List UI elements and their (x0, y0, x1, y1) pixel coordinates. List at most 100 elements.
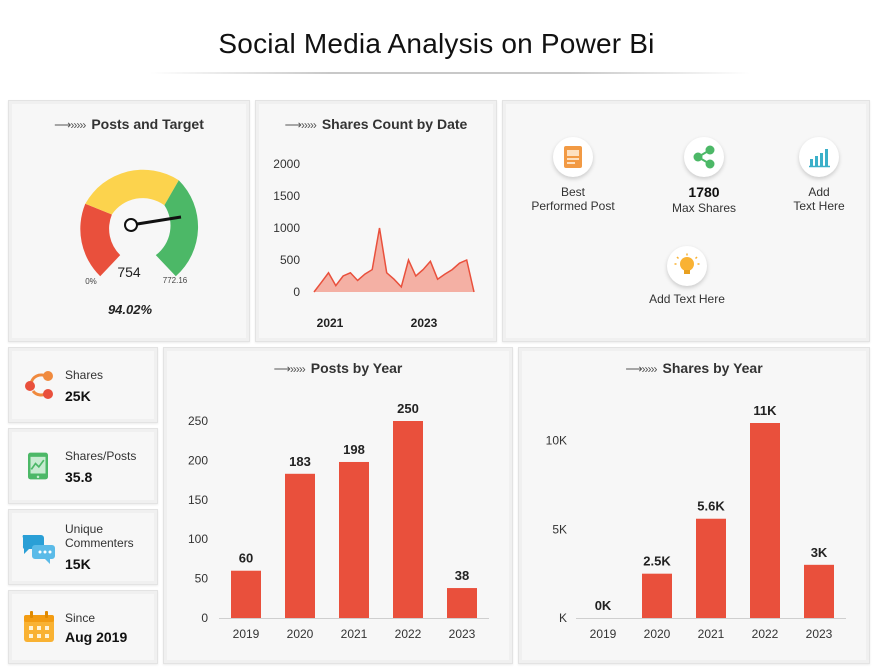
share-icon (25, 371, 53, 399)
arrow-icon: ⟶››››› (54, 118, 86, 132)
bar-value-label: 250 (397, 401, 419, 416)
posts-year-chart: 0 50 100 150 200 250 60 2019 183 2020 198 2021 250 20… (188, 401, 489, 641)
bar-value-label: 11K (753, 403, 777, 418)
kpi-card-shares-posts: Shares/Posts 35.8 (8, 428, 158, 504)
shares-date-title: Shares Count by Date (321, 116, 468, 132)
bar-value-label: 3K (811, 545, 828, 560)
y-tick-label: 0 (201, 611, 208, 625)
x-tick-label: 2023 (806, 627, 833, 641)
arrow-icon: ⟶››››› (273, 362, 306, 376)
bar (447, 588, 477, 618)
y-tick-label: 10K (546, 434, 567, 448)
best-post-label: Best Performed Post (531, 185, 615, 213)
chat-bubbles-icon (22, 535, 55, 564)
y-tick-label: 5K (552, 522, 567, 536)
y-tick-label: 50 (195, 572, 209, 586)
gauge-green-segment (155, 180, 199, 277)
y-tick-label: 500 (280, 253, 300, 267)
add-text-label-1: Add Text Here (793, 185, 845, 213)
y-tick-label: 2000 (273, 157, 300, 171)
posts-year-card: ⟶››››› Posts by Year 0 50 100 150 200 250 60 201… (163, 347, 513, 664)
gauge-chart: 754 0% 772.16 94.02% (80, 169, 199, 317)
kpi-card-since: Since Aug 2019 (8, 590, 158, 664)
shares-year-card: ⟶››››› Shares by Year K 5K 10K 0K 2019 2.5K 202… (518, 347, 870, 664)
shares-year-title: Shares by Year (662, 360, 763, 376)
x-tick-label: 2019 (590, 627, 617, 641)
max-shares-icon-circle[interactable] (684, 137, 724, 177)
lightbulb-icon (674, 253, 700, 274)
bar-value-label: 5.6K (697, 499, 725, 514)
x-tick-label: 2020 (644, 627, 671, 641)
bar (339, 461, 369, 618)
share-network-icon (693, 145, 715, 169)
gauge-yellow-segment (85, 169, 179, 215)
gauge-min-label: 0% (85, 277, 97, 286)
x-tick-label: 2021 (317, 316, 344, 330)
bar (393, 421, 423, 618)
bar (642, 573, 672, 618)
x-tick-label: 2023 (449, 627, 476, 641)
shares-year-chart: K 5K 10K 0K 2019 2.5K 2020 5.6K 2021 11K 2022 3K 202… (546, 403, 846, 641)
x-tick-label: 2022 (395, 627, 422, 641)
x-tick-label: 2020 (287, 627, 314, 641)
kpi-value: 15K (65, 556, 91, 572)
x-tick-label: 2019 (233, 627, 260, 641)
max-shares-value: 1780 (688, 184, 720, 200)
kpi-label: Shares/Posts (65, 449, 137, 463)
shares-date-card: ⟶››››› Shares Count by Date 2000 1500 100… (255, 100, 497, 342)
best-post-icon-circle[interactable] (553, 137, 593, 177)
y-tick-label: K (559, 611, 567, 625)
tablet-icon (28, 452, 48, 480)
x-tick-label: 2021 (698, 627, 725, 641)
kpi-value: 35.8 (65, 469, 93, 485)
max-shares-label: Max Shares (671, 201, 737, 215)
bar (285, 473, 315, 618)
bar-value-label: 198 (343, 442, 365, 457)
arrow-icon: ⟶››››› (284, 118, 317, 132)
posts-target-title: Posts and Target (91, 116, 204, 132)
bar-value-label: 0K (595, 598, 612, 613)
x-tick-label: 2022 (752, 627, 779, 641)
bar-value-label: 2.5K (643, 554, 671, 569)
gauge-max-label: 772.16 (163, 276, 188, 285)
bar (231, 570, 261, 618)
bar-chart-icon (809, 149, 830, 168)
page-title: Social Media Analysis on Power Bi (218, 28, 655, 59)
gauge-percent: 94.02% (108, 302, 153, 317)
y-tick-label: 200 (188, 453, 208, 467)
x-tick-label: 2023 (411, 316, 438, 330)
posts-target-card: ⟶››››› Posts and Target 754 0% 772.16 94.… (8, 100, 250, 342)
shares-year-header: ⟶››››› Shares by Year (519, 360, 869, 376)
area-series-fill (314, 228, 474, 292)
y-tick-label: 250 (188, 414, 208, 428)
bar (750, 423, 780, 618)
posts-target-header: ⟶››››› Posts and Target (9, 116, 249, 132)
kpi-card-commenters: Unique Commenters 15K (8, 509, 158, 585)
shares-date-header: ⟶››››› Shares Count by Date (256, 116, 496, 132)
kpi-label: Unique Commenters (65, 522, 134, 550)
calendar-icon (24, 611, 54, 642)
highlights-card: Best Performed Post 1780 Max Shares Add … (502, 100, 870, 342)
bar-value-label: 60 (239, 551, 253, 566)
posts-year-header: ⟶››››› Posts by Year (164, 360, 512, 376)
kpi-label: Since (65, 611, 96, 625)
bar-value-label: 38 (455, 568, 469, 583)
kpi-label: Shares (65, 368, 104, 382)
y-tick-label: 100 (188, 532, 208, 546)
y-tick-label: 1500 (273, 189, 300, 203)
add-text-label-2: Add Text Here (649, 292, 725, 306)
gauge-value: 754 (117, 264, 141, 280)
bar-value-label: 183 (289, 454, 311, 469)
lightbulb-icon-circle[interactable] (667, 246, 707, 286)
posts-year-title: Posts by Year (310, 360, 403, 376)
kpi-value: Aug 2019 (65, 629, 128, 645)
title-divider (150, 72, 750, 74)
gauge-red-segment (80, 203, 121, 277)
y-tick-label: 1000 (273, 221, 300, 235)
y-tick-label: 150 (188, 493, 208, 507)
area-series-line (313, 227, 475, 293)
document-icon (564, 146, 582, 168)
add-text-icon-circle[interactable] (799, 137, 839, 177)
x-tick-label: 2021 (341, 627, 368, 641)
gauge-needle (130, 215, 182, 227)
